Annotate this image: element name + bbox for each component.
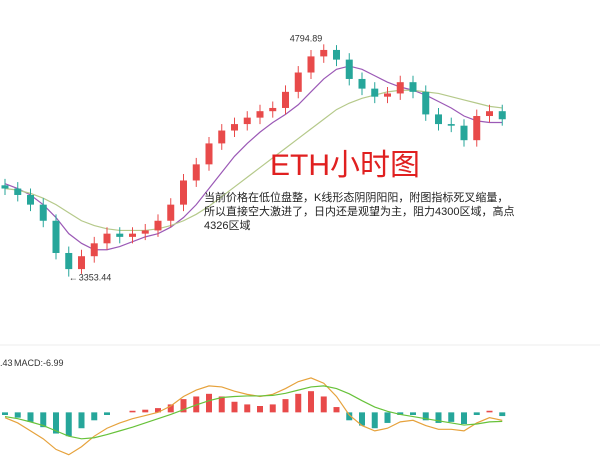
candle-body <box>333 49 340 60</box>
clipped-label: .43 <box>0 358 13 368</box>
macd-bar <box>410 412 416 415</box>
moving-average <box>4 65 503 251</box>
candle-body <box>486 111 493 117</box>
macd-bar <box>461 412 467 424</box>
macd-bar <box>2 412 8 415</box>
candle-body <box>141 230 149 234</box>
candle-body <box>103 233 111 244</box>
macd-bar <box>40 412 47 428</box>
macd-bar <box>371 412 378 429</box>
candle-body <box>116 233 124 237</box>
candle-body <box>243 117 251 125</box>
annotation: 当前价格在低位盘整，K线形态阴阴阳阳，附图指标死叉缩量，所以直接空大激进了，日内… <box>204 192 515 232</box>
moving-average <box>4 89 503 232</box>
candle-body <box>294 72 302 92</box>
candle-body <box>1 185 9 189</box>
candle-body <box>90 243 98 257</box>
macd-bar <box>320 396 327 413</box>
macd-bar <box>308 391 314 413</box>
macd-bar <box>257 406 263 413</box>
macd-bar <box>269 404 276 413</box>
candle-body <box>205 143 213 165</box>
candle-body <box>52 220 60 253</box>
candle-body <box>371 88 379 97</box>
candle-body <box>167 204 175 221</box>
candle-body <box>78 256 85 270</box>
macd-bar <box>499 412 506 417</box>
macd-bar <box>142 409 149 413</box>
candle-body <box>473 116 481 141</box>
macd-bar <box>104 412 110 415</box>
macd-bar <box>486 410 493 413</box>
low-arrow: ← <box>69 273 78 283</box>
macd-bar <box>53 412 59 434</box>
candle-body <box>282 91 289 108</box>
candle-body <box>231 124 238 131</box>
macd-bar <box>333 407 340 413</box>
macd-bar <box>397 412 404 415</box>
candle-body <box>498 111 506 120</box>
candle-body <box>320 49 328 57</box>
macd-bar <box>65 412 72 437</box>
candle-body <box>447 124 455 126</box>
macd-bar <box>282 399 289 413</box>
candle-body <box>65 252 73 270</box>
macd-bar <box>244 404 251 413</box>
macd-bar <box>155 408 161 413</box>
candle-body <box>39 204 47 221</box>
candle-body <box>14 188 22 195</box>
macd-bar <box>384 412 391 423</box>
candle-body <box>409 82 417 92</box>
candle-body <box>218 130 226 144</box>
candle-body <box>27 194 34 205</box>
macd-bar <box>180 399 187 413</box>
macd-bar <box>231 401 238 413</box>
macd-bar <box>422 412 429 421</box>
macd-bar <box>448 412 455 422</box>
macd-bar <box>27 412 34 422</box>
candle-body <box>384 93 391 97</box>
macd-bar <box>346 412 353 421</box>
candle-body <box>129 233 136 237</box>
chart-title: ETH小时图 <box>270 149 420 182</box>
macd-label: MACD:-6.99 <box>14 358 64 368</box>
macd-bar <box>129 410 136 413</box>
candle-body <box>180 180 187 205</box>
candle-body <box>396 82 404 94</box>
candle-body <box>422 91 430 115</box>
candle-body <box>345 59 353 79</box>
dea-line <box>4 385 503 440</box>
candle-body <box>192 164 200 181</box>
macd-bar <box>295 393 302 413</box>
macd-bar <box>473 412 480 415</box>
candle-body <box>460 125 468 141</box>
high-label: 4794.89 <box>290 33 323 43</box>
low-label: 3353.44 <box>79 273 112 283</box>
macd-bar <box>435 412 442 423</box>
macd-bar <box>14 412 21 418</box>
macd-bar <box>91 412 98 421</box>
candle-body <box>358 78 366 89</box>
candle-body <box>269 107 277 112</box>
macd-bar <box>167 404 174 413</box>
macd-bar <box>218 396 225 413</box>
candle-body <box>154 220 162 231</box>
candle-body <box>307 56 315 73</box>
candle-body <box>435 114 442 125</box>
macd-bar <box>78 412 85 429</box>
macd-bar <box>206 393 212 413</box>
candle-body <box>256 111 264 118</box>
macd-bar <box>359 412 365 426</box>
